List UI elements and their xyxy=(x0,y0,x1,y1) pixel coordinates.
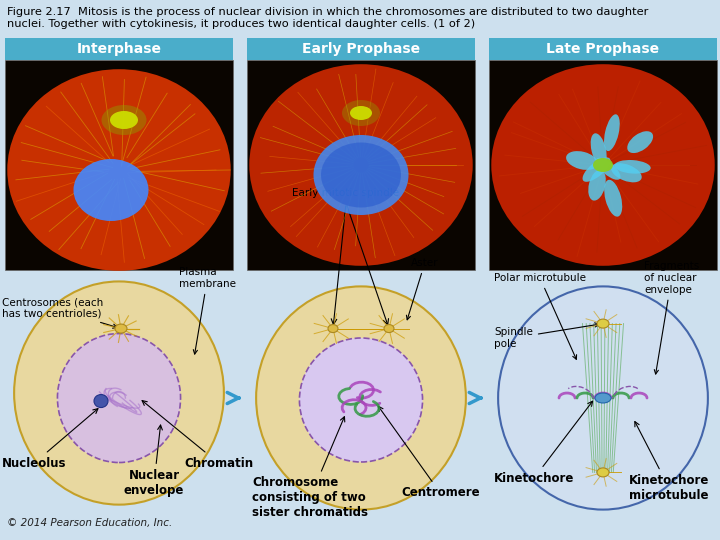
Text: Early Prophase: Early Prophase xyxy=(302,42,420,56)
FancyBboxPatch shape xyxy=(247,60,475,270)
Ellipse shape xyxy=(384,325,394,333)
Ellipse shape xyxy=(115,324,127,333)
Text: Centromere: Centromere xyxy=(378,406,480,500)
Ellipse shape xyxy=(566,151,598,170)
Ellipse shape xyxy=(300,338,423,462)
Text: Nuclear
envelope: Nuclear envelope xyxy=(124,425,184,497)
Text: Nucleolus: Nucleolus xyxy=(2,409,98,470)
FancyBboxPatch shape xyxy=(247,274,475,522)
Ellipse shape xyxy=(249,64,473,266)
Text: Chromatin: Chromatin xyxy=(142,401,253,470)
Text: Figure 2.17  Mitosis is the process of nuclear division in which the chromosomes: Figure 2.17 Mitosis is the process of nu… xyxy=(7,7,649,29)
Ellipse shape xyxy=(604,114,620,151)
Ellipse shape xyxy=(627,131,653,153)
FancyBboxPatch shape xyxy=(489,274,717,522)
Ellipse shape xyxy=(58,334,181,463)
Ellipse shape xyxy=(582,157,611,182)
Ellipse shape xyxy=(590,133,607,166)
Text: Centrosomes (each
has two centrioles): Centrosomes (each has two centrioles) xyxy=(2,297,117,328)
Ellipse shape xyxy=(256,286,466,510)
Ellipse shape xyxy=(14,281,224,505)
Text: Kinetochore
microtubule: Kinetochore microtubule xyxy=(629,422,709,502)
FancyBboxPatch shape xyxy=(5,274,233,522)
FancyBboxPatch shape xyxy=(5,38,233,60)
FancyBboxPatch shape xyxy=(247,38,475,60)
Ellipse shape xyxy=(597,468,609,477)
Ellipse shape xyxy=(596,158,621,180)
Text: Kinetochore: Kinetochore xyxy=(494,401,593,484)
Ellipse shape xyxy=(491,64,715,266)
Ellipse shape xyxy=(110,111,138,129)
Text: Polar microtubule: Polar microtubule xyxy=(494,273,586,359)
Ellipse shape xyxy=(102,105,146,135)
Text: Early mitotic spindle: Early mitotic spindle xyxy=(292,188,400,198)
FancyBboxPatch shape xyxy=(489,60,717,270)
Ellipse shape xyxy=(611,163,642,183)
Ellipse shape xyxy=(498,286,708,510)
Ellipse shape xyxy=(595,393,611,403)
Ellipse shape xyxy=(614,160,651,174)
Text: Spindle
pole: Spindle pole xyxy=(494,323,599,349)
Ellipse shape xyxy=(593,158,613,172)
Text: Interphase: Interphase xyxy=(76,42,161,56)
FancyArrowPatch shape xyxy=(228,393,239,403)
FancyArrowPatch shape xyxy=(469,393,481,403)
Text: Fragments
of nuclear
envelope: Fragments of nuclear envelope xyxy=(644,261,699,374)
Text: Chromosome
consisting of two
sister chromatids: Chromosome consisting of two sister chro… xyxy=(252,417,368,519)
Ellipse shape xyxy=(604,180,622,217)
Ellipse shape xyxy=(342,100,380,126)
Ellipse shape xyxy=(313,135,408,215)
Ellipse shape xyxy=(350,106,372,120)
Ellipse shape xyxy=(7,69,230,271)
Text: Plasma
membrane: Plasma membrane xyxy=(179,267,236,354)
Text: Late Prophase: Late Prophase xyxy=(546,42,660,56)
Ellipse shape xyxy=(73,159,148,221)
Text: Aster: Aster xyxy=(406,258,438,320)
FancyBboxPatch shape xyxy=(5,60,233,270)
Ellipse shape xyxy=(328,325,338,333)
FancyBboxPatch shape xyxy=(489,38,717,60)
Text: © 2014 Pearson Education, Inc.: © 2014 Pearson Education, Inc. xyxy=(7,518,172,528)
Ellipse shape xyxy=(588,170,606,200)
Ellipse shape xyxy=(321,143,401,207)
Ellipse shape xyxy=(597,319,609,328)
Ellipse shape xyxy=(94,395,108,408)
